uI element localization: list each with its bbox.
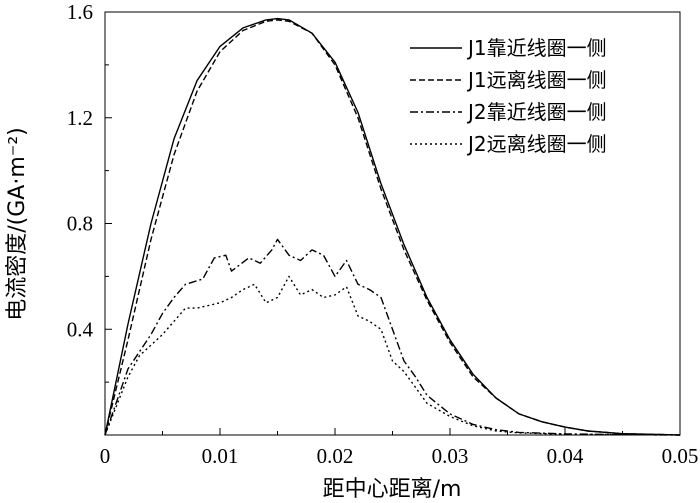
y-tick-label: 0.4 — [67, 317, 94, 341]
x-tick-label: 0 — [100, 444, 111, 468]
series-lines — [104, 17, 681, 436]
legend-label: J2靠近线圈一侧 — [466, 100, 607, 124]
series-line-4 — [104, 275, 681, 436]
x-tick-label: 0.02 — [317, 444, 354, 468]
x-tick-label: 0.01 — [202, 444, 239, 468]
y-axis-label: 电流密度/(GA·m⁻²) — [5, 127, 30, 321]
x-tick-label: 0.05 — [662, 444, 699, 468]
y-tick-label: 1.2 — [67, 106, 93, 130]
legend-label: J2远离线圈一侧 — [466, 132, 607, 156]
y-tick-label: 0.8 — [67, 212, 93, 236]
legend-label: J1远离线圈一侧 — [466, 68, 607, 92]
series-line-3 — [104, 238, 681, 436]
x-tick-label: 0.03 — [432, 444, 469, 468]
series-line-2 — [104, 19, 681, 436]
legend: J1靠近线圈一侧 J1远离线圈一侧 J2靠近线圈一侧 J2远离线圈一侧 — [410, 36, 607, 156]
axis-tick-labels: 0 0.01 0.02 0.03 0.04 0.05 0.4 0.8 1.2 1.6 — [67, 0, 699, 468]
legend-label: J1靠近线圈一侧 — [466, 36, 607, 60]
x-tick-label: 0.04 — [547, 444, 584, 468]
y-tick-label: 1.6 — [67, 0, 93, 24]
x-axis-label: 距中心距离/m — [323, 477, 462, 502]
